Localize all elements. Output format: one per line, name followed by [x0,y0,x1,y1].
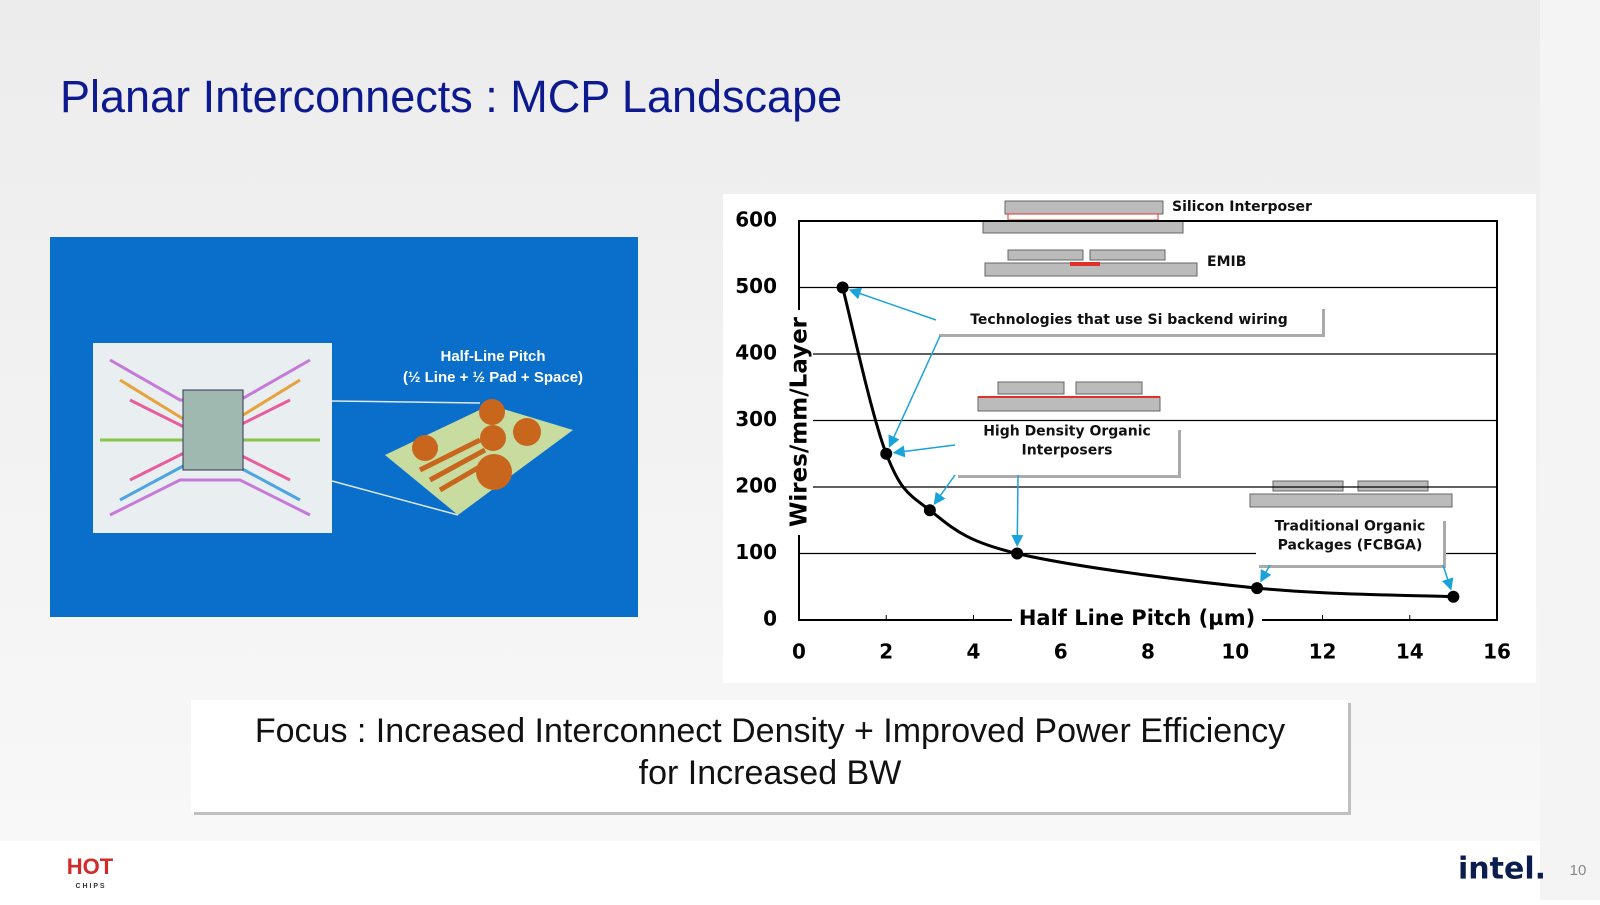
data-point [880,447,893,460]
x-axis-label: Half Line Pitch (µm) [1019,606,1255,630]
annotation-arrow [848,287,937,321]
footer-band [0,841,1540,900]
y-tick-label: 500 [735,274,777,298]
logo-text: C H I P S [75,883,104,890]
side-strip [1540,0,1600,900]
annotation-text: Technologies that use Si backend wiring [970,312,1288,328]
x-tick-label: 14 [1396,640,1424,664]
data-point [1251,582,1264,595]
annotation-arrow [1260,564,1272,583]
y-tick-label: 300 [735,407,777,431]
figure-panel: Half-Line Pitch (½ Line + ½ Pad + Space) [50,237,638,617]
die [1357,480,1429,492]
annotation-text: Traditional Organic [1275,519,1426,535]
annotation-box [936,306,1322,334]
emib-bridge [1070,262,1100,266]
substrate [977,396,1161,412]
data-point [1447,590,1460,603]
x-tick-label: 0 [792,640,806,664]
focus-box [191,700,1348,812]
data-point [836,281,849,294]
pad [479,399,505,425]
annotation-box [955,427,1178,475]
lines [418,437,490,493]
die [1075,381,1143,395]
annotation-box [1256,518,1443,565]
pad [476,454,512,490]
annotation-arrow [1011,474,1024,548]
annotation-text: High Density Organic [983,424,1151,440]
pad [412,435,438,461]
x-tick-label: 6 [1054,640,1068,664]
page-number: 10 [1570,862,1587,879]
x-tick-label: 10 [1221,640,1249,664]
annotation-text: Silicon Interposer [1172,199,1312,215]
focus-text: Focus : Increased Interconnect Density +… [255,712,1285,750]
die [1089,249,1166,261]
y-tick-label: 100 [735,540,777,564]
figure-label: (½ Line + ½ Pad + Space) [403,369,583,386]
y-tick-label: 0 [763,607,777,631]
x-tick-label: 2 [879,640,893,664]
chip-die [182,389,244,471]
substrate [1249,493,1453,508]
annotation-text: Interposers [1022,443,1113,459]
annotation-arrow [933,474,956,505]
chart: 0 100 200 300 400 500 600 0 2 4 6 8 10 12 14 16 Half Lin… [723,194,1536,683]
annotation-text: EMIB [1207,254,1246,270]
focus-text: for Increased BW [639,754,902,792]
data-point [923,504,936,517]
brand: intel. [1458,852,1546,887]
slide-title: Planar Interconnects : MCP Landscape [60,71,842,122]
x-tick-label: 16 [1483,640,1511,664]
pad [480,425,506,451]
x-tick-label: 12 [1309,640,1337,664]
die [1272,480,1344,492]
data-point [1011,547,1024,560]
data-line [841,287,1454,599]
logo-text: HOT [67,854,114,879]
y-label-bg [785,310,813,535]
pad [513,418,541,446]
die [997,381,1065,395]
annotation-arrow [1441,564,1454,591]
annotation-arrow [888,335,941,448]
trace [109,478,311,517]
die [1007,249,1084,261]
x-tick-label: 4 [967,640,981,664]
y-tick-label: 400 [735,341,777,365]
substrate [982,220,1184,234]
x-label-bg [1012,605,1262,633]
y-axis-label: Wires/mm/Layer [787,316,813,527]
y-tick-label: 600 [735,208,777,232]
annotation-arrow [892,444,956,458]
zoom-lines [331,400,481,516]
figure-label: Half-Line Pitch [440,348,545,365]
y-tick-label: 200 [735,474,777,498]
annotation-text: Packages (FCBGA) [1278,538,1423,554]
die [1004,200,1164,215]
x-tick-label: 8 [1141,640,1155,664]
